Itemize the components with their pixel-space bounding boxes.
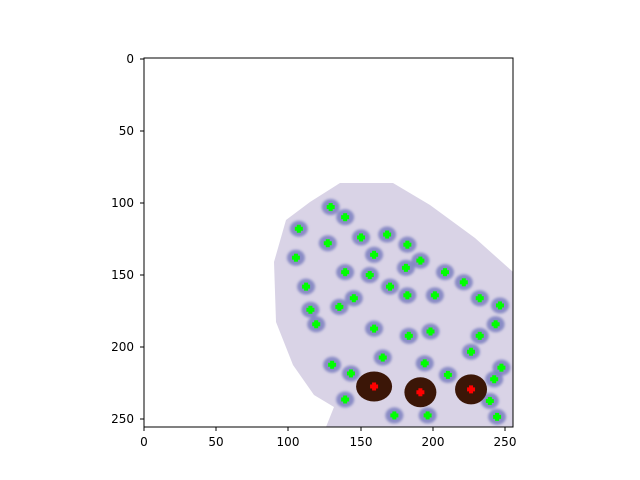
negative-cell-marker <box>323 239 332 248</box>
y-tick-label: 150 <box>111 268 134 282</box>
negative-cell-marker <box>383 230 392 239</box>
negative-cell-marker <box>467 347 476 356</box>
negative-cell-marker <box>403 240 412 249</box>
positive-cell-marker <box>416 388 425 397</box>
negative-cell-marker <box>312 320 321 329</box>
negative-cell-marker <box>390 411 399 420</box>
x-tick-label: 50 <box>208 435 223 449</box>
negative-cell-marker <box>346 369 355 378</box>
x-tick-label: 150 <box>350 435 373 449</box>
negative-cell-marker <box>365 271 374 280</box>
negative-cell-marker <box>370 324 379 333</box>
x-tick-label: 250 <box>494 435 517 449</box>
axes-frame <box>143 57 514 428</box>
negative-cell-marker <box>404 331 413 340</box>
negative-cell-marker <box>459 278 468 287</box>
nuclei-layer <box>286 199 511 425</box>
negative-cell-marker <box>341 213 350 222</box>
negative-cell-marker <box>302 282 311 291</box>
positive-cell-marker <box>370 382 379 391</box>
x-tick-label: 0 <box>140 435 148 449</box>
y-tick-label: 50 <box>119 124 134 138</box>
negative-cell-marker <box>370 250 379 259</box>
negative-cell-marker <box>490 375 499 384</box>
negative-cell-marker <box>497 363 506 372</box>
y-tick-label: 100 <box>111 196 134 210</box>
negative-cell-marker <box>416 256 425 265</box>
negative-cell-marker <box>401 263 410 272</box>
negative-cell-marker <box>440 268 449 277</box>
negative-cell-marker <box>430 291 439 300</box>
negative-cell-marker <box>426 327 435 336</box>
markers-layer <box>291 203 506 421</box>
negative-cell-marker <box>357 233 366 242</box>
negative-cell-marker <box>423 411 432 420</box>
negative-cell-marker <box>349 294 358 303</box>
negative-cell-marker <box>291 253 300 262</box>
negative-cell-marker <box>485 396 494 405</box>
negative-cell-marker <box>491 320 500 329</box>
image-area <box>274 183 513 427</box>
y-tick-label: 0 <box>126 52 134 66</box>
negative-cell-marker <box>306 305 315 314</box>
x-tick-label: 200 <box>422 435 445 449</box>
negative-cell-marker <box>420 359 429 368</box>
x-axis: 0 50 100 150 200 250 <box>140 427 516 449</box>
negative-cell-marker <box>326 203 335 212</box>
negative-cell-marker <box>475 294 484 303</box>
negative-cell-marker <box>335 302 344 311</box>
negative-cell-marker <box>341 268 350 277</box>
negative-cell-marker <box>443 370 452 379</box>
y-axis: 0 50 100 150 200 250 <box>111 52 144 426</box>
y-tick-label: 250 <box>111 412 134 426</box>
negative-cell-marker <box>495 301 504 310</box>
negative-cell-marker <box>475 331 484 340</box>
y-tick-label: 200 <box>111 340 134 354</box>
positive-cell-marker <box>467 385 476 394</box>
negative-cell-marker <box>328 360 337 369</box>
x-tick-label: 100 <box>277 435 300 449</box>
negative-cell-marker <box>493 412 502 421</box>
negative-cell-marker <box>386 282 394 291</box>
negative-cell-marker <box>403 291 412 300</box>
negative-cell-marker <box>341 395 350 404</box>
negative-cell-marker <box>294 224 303 233</box>
negative-cell-marker <box>378 353 387 362</box>
